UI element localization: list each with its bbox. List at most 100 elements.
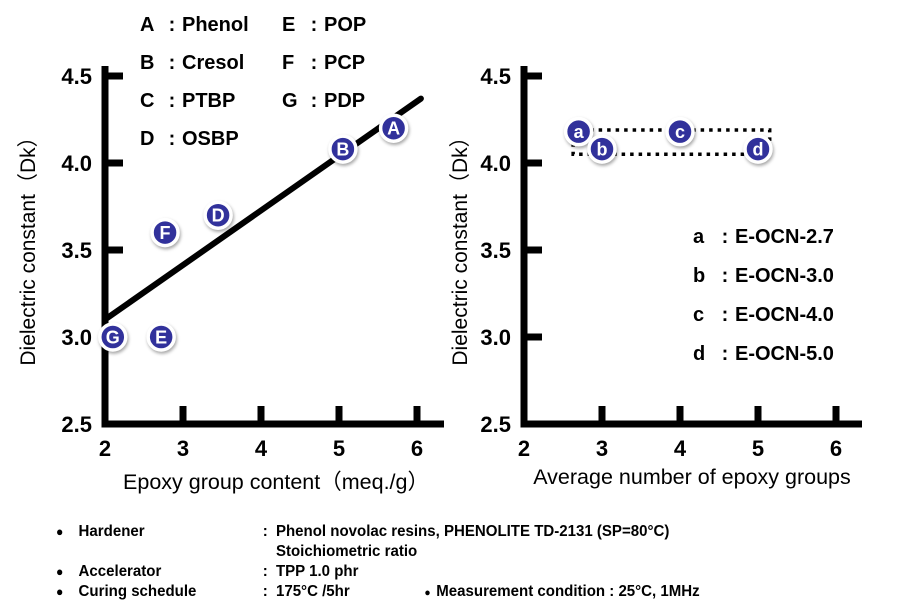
x-tick-label: 2 xyxy=(518,436,530,461)
legend-key: D xyxy=(140,127,155,150)
bullet-icon: ● xyxy=(56,524,64,539)
marker-letter: E xyxy=(155,328,167,348)
y-tick-label: 4.0 xyxy=(61,151,92,176)
x-tick-label: 5 xyxy=(752,436,764,461)
legend-name: PDP xyxy=(324,89,366,112)
legend-item-a: a: E-OCN-2.7 xyxy=(693,218,834,257)
marker-letter: b xyxy=(597,140,608,160)
x-tick-label: 6 xyxy=(830,436,842,461)
footnote-extra-text: Measurement condition : 25°C, 1MHz xyxy=(436,583,700,600)
x-tick-label: 4 xyxy=(255,436,268,461)
right-y-axis-title: Dielectric constant（Dk） xyxy=(449,126,472,366)
legend-key: b xyxy=(693,265,706,287)
legend-name: E-OCN-4.0 xyxy=(735,304,834,326)
legend-key: C xyxy=(140,89,155,112)
footnote-measurement-condition: ● Measurement condition : 25°C, 1MHz xyxy=(424,582,699,603)
marker-letter: D xyxy=(212,206,225,226)
footnote-curing-schedule: ● Curing schedule : 175°C /5hr ● Measurem… xyxy=(56,582,864,603)
y-tick-label: 3.0 xyxy=(480,325,511,350)
legend-key: E xyxy=(282,13,296,36)
legend-key: A xyxy=(140,13,155,36)
legend-key: c xyxy=(693,304,705,326)
footnote-colon: : xyxy=(262,583,268,600)
left-x-axis-title: Epoxy group content（meq./g） xyxy=(123,470,429,494)
left-legend-column-1: A: Phenol B: Cresol C: PTBP D: OSBP xyxy=(140,6,249,158)
marker-circle xyxy=(378,113,409,143)
legend-item-E: E: POP xyxy=(282,6,366,44)
footnote-value-text: 175°C /5hr xyxy=(275,583,350,600)
y-tick-label: 2.5 xyxy=(61,412,92,437)
marker-letter: F xyxy=(160,223,171,243)
legend-item-D: D: OSBP xyxy=(140,120,249,158)
footnote-hardener: ● Hardener : Phenol novolac resins, PHEN… xyxy=(56,522,864,562)
right-x-axis-title: Average number of epoxy groups xyxy=(533,465,851,489)
legend-name: PCP xyxy=(324,51,366,74)
data-point-D: D xyxy=(203,200,233,230)
legend-name: OSBP xyxy=(182,127,239,150)
legend-key: F xyxy=(282,51,295,74)
footnote-value: Phenol novolac resins, PHENOLITE TD-2131… xyxy=(276,522,864,562)
marker-letter: G xyxy=(106,328,120,348)
y-tick-label: 4.5 xyxy=(61,64,92,89)
legend-item-c: c: E-OCN-4.0 xyxy=(693,296,834,335)
footnote-accelerator: ● Accelerator : TPP 1.0 phr xyxy=(56,562,864,582)
marker-circle xyxy=(743,134,773,164)
y-tick-label: 4.5 xyxy=(480,64,511,89)
marker-circle xyxy=(150,217,180,248)
y-tick-label: 3.5 xyxy=(61,238,92,263)
footnote-value-line1: Phenol novolac resins, PHENOLITE TD-2131… xyxy=(275,523,670,540)
y-tick-label: 2.5 xyxy=(480,412,511,437)
legend-name: E-OCN-2.7 xyxy=(735,226,834,248)
legend-item-B: B: Cresol xyxy=(140,44,249,82)
footnote-label: Hardener xyxy=(78,523,145,540)
legend-item-A: A: Phenol xyxy=(140,6,249,44)
legend-key: G xyxy=(282,89,298,112)
x-tick-label: 6 xyxy=(411,436,423,461)
footnote-label: Curing schedule xyxy=(78,583,197,600)
legend-key: B xyxy=(140,51,155,74)
marker-letter: d xyxy=(753,140,764,160)
legend-item-d: d: E-OCN-5.0 xyxy=(693,335,834,374)
marker-circle xyxy=(328,134,358,164)
marker-letter: c xyxy=(675,122,685,142)
data-point-F: F xyxy=(150,217,180,248)
trend-line xyxy=(102,95,424,323)
data-point-A: A xyxy=(378,113,409,143)
right-legend: a: E-OCN-2.7 b: E-OCN-3.0 c: E-OCN-4.0 d: E-… xyxy=(693,218,834,374)
left-plot-canvas: 2.5 3.0 3.5 4.0 4.5 2 3 4 5 6 G E F D B A xyxy=(61,64,444,461)
marker-circle xyxy=(563,116,594,147)
footnote-colon: : xyxy=(262,523,268,540)
bullet-icon: ● xyxy=(424,587,431,599)
legend-colon: : xyxy=(721,304,729,326)
legend-name: Cresol xyxy=(182,51,245,74)
legend-item-C: C: PTBP xyxy=(140,82,249,120)
data-point-B: B xyxy=(328,134,358,164)
data-point-b: b xyxy=(587,134,617,164)
marker-circle xyxy=(665,116,695,147)
legend-key: a xyxy=(693,226,705,248)
legend-colon: : xyxy=(168,89,176,112)
legend-item-b: b: E-OCN-3.0 xyxy=(693,257,834,296)
legend-name: PTBP xyxy=(182,89,236,112)
bullet-icon: ● xyxy=(56,564,64,579)
legend-item-F: F: PCP xyxy=(282,44,366,82)
legend-colon: : xyxy=(310,89,318,112)
marker-circle xyxy=(98,322,128,352)
legend-item-G: G: PDP xyxy=(282,82,366,120)
legend-colon: : xyxy=(721,226,729,248)
marker-letter: A xyxy=(387,119,400,139)
y-tick-label: 3.0 xyxy=(61,325,92,350)
x-tick-label: 3 xyxy=(596,436,608,461)
legend-colon: : xyxy=(310,13,318,36)
left-legend-column-2: E: POP F: PCP G: PDP xyxy=(282,6,366,120)
data-point-d: d xyxy=(743,134,773,164)
footnotes: ● Hardener : Phenol novolac resins, PHEN… xyxy=(56,522,864,603)
legend-colon: : xyxy=(721,265,729,287)
x-tick-label: 3 xyxy=(177,436,189,461)
marker-letter: B xyxy=(336,140,349,160)
footnote-value: TPP 1.0 phr xyxy=(275,563,359,580)
marker-circle xyxy=(203,200,233,230)
x-tick-label: 4 xyxy=(674,436,687,461)
x-tick-label: 2 xyxy=(99,436,111,461)
